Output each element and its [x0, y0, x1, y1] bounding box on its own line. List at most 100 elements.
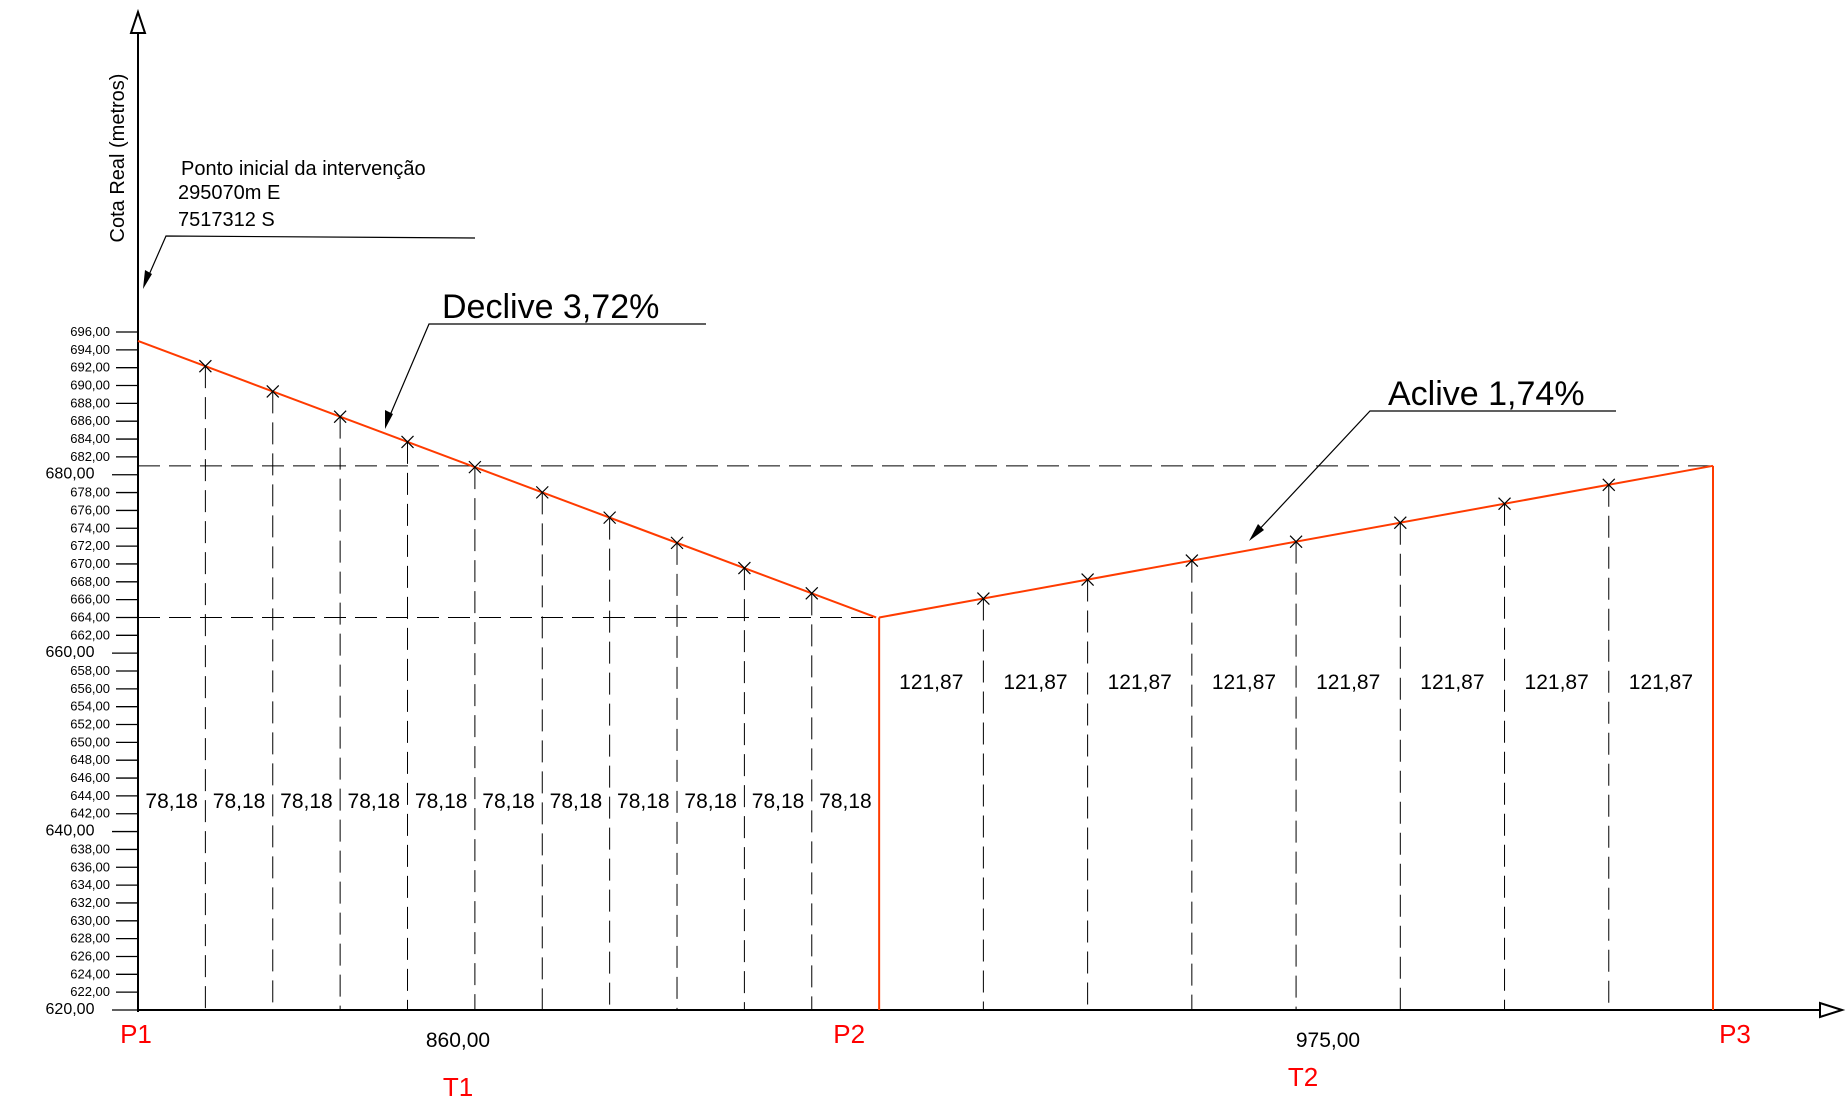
y-tick-label: 630,00: [70, 913, 110, 928]
station-marker-t1: [333, 410, 347, 424]
profile-segment-t1: [137, 339, 877, 619]
station-spacing-label-t1: 78,18: [348, 790, 401, 813]
y-tick-label: 652,00: [70, 717, 110, 732]
y-tick-label: 622,00: [70, 984, 110, 999]
declive-label: Declive 3,72%: [442, 288, 659, 326]
point-label-p2: P2: [833, 1019, 865, 1049]
station-spacing-label-t1: 78,18: [415, 790, 468, 813]
start-point-annotation: Ponto inicial da intervenção 295070m E 7…: [143, 158, 476, 289]
point-labels: P1 P2 P3: [120, 1019, 1751, 1049]
y-tick-label: 658,00: [70, 663, 110, 678]
y-tick-label: 650,00: [70, 734, 110, 749]
station-spacing-label-t1: 78,18: [752, 790, 805, 813]
station-marker-t1: [535, 485, 549, 499]
y-tick-label: 670,00: [70, 556, 110, 571]
station-spacing-label-t2: 121,87: [1212, 671, 1276, 694]
y-tick-label: 680,00: [46, 466, 95, 483]
y-tick-label: 686,00: [70, 413, 110, 428]
y-tick-label: 660,00: [46, 644, 95, 661]
station-spacing-label-t1: 78,18: [213, 790, 266, 813]
y-tick-label: 672,00: [70, 538, 110, 553]
segment-length-t2: 975,00: [1296, 1029, 1360, 1052]
y-tick-label: 694,00: [70, 342, 110, 357]
y-tick-label: 644,00: [70, 788, 110, 803]
y-tick-label: 662,00: [70, 627, 110, 642]
station-spacing-label-t2: 121,87: [1629, 671, 1693, 694]
aclive-leader: [1254, 410, 1616, 535]
station-marker-t2: [976, 592, 990, 605]
y-tick-label: 678,00: [70, 485, 110, 500]
segment-length-t1: 860,00: [426, 1029, 490, 1052]
annotation-line-2: 295070m E: [178, 182, 280, 204]
station-marker-t1: [401, 435, 414, 449]
station-spacing-label-t1: 78,18: [482, 790, 535, 813]
aclive-arrowhead: [1249, 524, 1264, 541]
declive-callout: Declive 3,72%: [385, 288, 706, 429]
station-marker-t2: [1498, 497, 1511, 511]
y-tick-label: 656,00: [70, 681, 110, 696]
y-tick-label: 676,00: [70, 502, 110, 517]
aclive-callout: Aclive 1,74%: [1249, 375, 1616, 541]
station-spacing-label-t1: 78,18: [684, 790, 737, 813]
segment-labels: 860,00 T1 975,00 T2: [426, 1029, 1360, 1099]
annotation-leader: [144, 235, 476, 285]
y-tick-label: 624,00: [70, 966, 110, 981]
station-spacing-label-t2: 121,87: [1420, 671, 1484, 694]
station-marker-t1: [670, 536, 684, 550]
station-lines: [204, 366, 1610, 1010]
station-marker-t2: [1602, 478, 1616, 492]
y-tick-label: 668,00: [70, 574, 110, 589]
station-marker-t1: [603, 511, 617, 525]
y-tick-label: 634,00: [70, 877, 110, 892]
station-marker-t1: [266, 384, 280, 398]
station-marker-t2: [1185, 554, 1199, 568]
axes: [129, 8, 1846, 1019]
station-spacing-label-t2: 121,87: [1003, 671, 1067, 694]
station-marker-t2: [1393, 516, 1407, 530]
y-tick-label: 636,00: [70, 859, 110, 874]
y-tick-label: 642,00: [70, 806, 110, 821]
y-tick-label: 666,00: [70, 592, 110, 607]
segment-name-t1: T1: [443, 1072, 473, 1099]
station-spacing-labels: 78,18 78,18 78,18 78,18 78,18 78,18 78,18 78,18…: [145, 671, 1693, 813]
point-label-p3: P3: [1719, 1019, 1751, 1049]
station-spacing-label-t1: 78,18: [145, 790, 198, 813]
y-tick-label: 690,00: [70, 378, 110, 393]
y-axis-arrowhead: [129, 8, 147, 34]
y-tick-label: 648,00: [70, 752, 110, 767]
y-tick-label: 692,00: [70, 360, 110, 375]
station-spacing-label-t1: 78,18: [819, 790, 872, 813]
y-tick-label: 640,00: [46, 823, 95, 840]
x-axis-arrowhead: [1819, 1001, 1846, 1019]
y-tick-label: 626,00: [70, 948, 110, 963]
aclive-label: Aclive 1,74%: [1388, 375, 1585, 413]
y-tick-label: 654,00: [70, 699, 110, 714]
y-tick-label: 682,00: [70, 449, 110, 464]
point-label-p1: P1: [120, 1019, 152, 1049]
declive-arrowhead: [385, 410, 393, 429]
station-spacing-label-t2: 121,87: [899, 671, 963, 694]
station-marker-t2: [1289, 535, 1303, 549]
y-tick-label: 684,00: [70, 431, 110, 446]
y-tick-label: 620,00: [46, 1001, 95, 1018]
station-spacing-label-t1: 78,18: [550, 790, 603, 813]
y-tick-label: 628,00: [70, 931, 110, 946]
y-tick-label: 674,00: [70, 520, 110, 535]
station-marker-t1: [805, 586, 819, 600]
station-marker-t1: [468, 460, 482, 474]
y-axis-ticks: 620,00 622,00 624,00 626,00 628,00 630,00 632,…: [46, 324, 138, 1018]
y-axis-label: Cota Real (metros): [107, 74, 129, 243]
station-markers: [198, 359, 1616, 605]
annotation-line-1: Ponto inicial da intervenção: [181, 158, 426, 180]
y-tick-label: 664,00: [70, 609, 110, 624]
y-tick-label: 696,00: [70, 324, 110, 339]
station-spacing-label-t2: 121,87: [1108, 671, 1172, 694]
station-spacing-label-t1: 78,18: [617, 790, 670, 813]
annotation-line-3: 7517312 S: [178, 209, 275, 231]
reference-level-lines: [138, 465, 1713, 618]
annotation-arrowhead: [143, 270, 152, 289]
station-marker-t2: [1081, 573, 1095, 586]
station-spacing-label-t2: 121,87: [1525, 671, 1589, 694]
y-tick-label: 632,00: [70, 895, 110, 910]
